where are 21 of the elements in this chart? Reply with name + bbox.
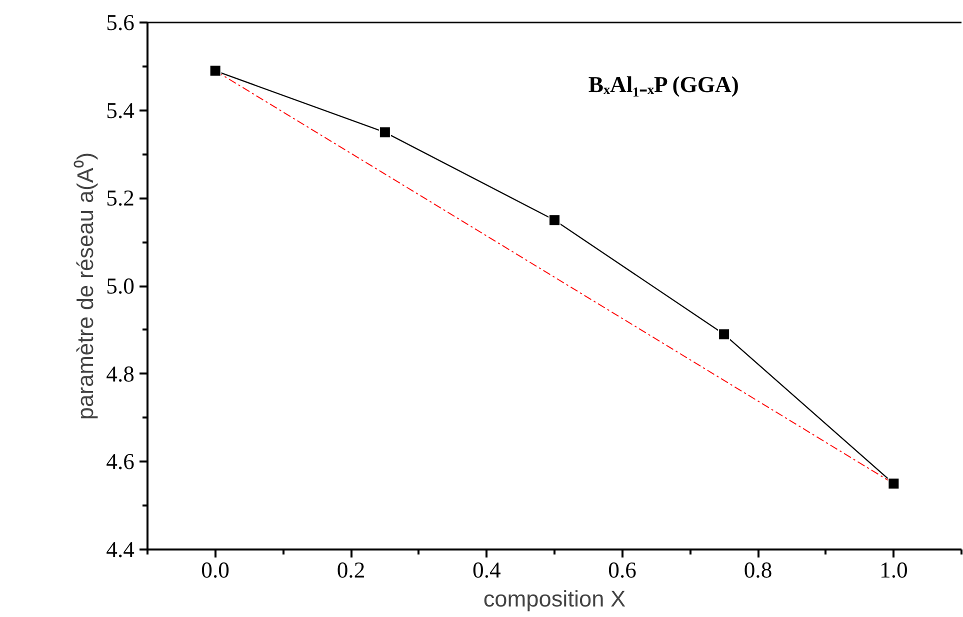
point bbox=[888, 478, 900, 490]
x-tick-label: 0.6 bbox=[608, 558, 636, 582]
x-tick-label: 0.8 bbox=[744, 558, 772, 582]
point bbox=[378, 126, 391, 138]
x-tick-label: 0.2 bbox=[336, 558, 366, 582]
point bbox=[209, 64, 222, 77]
x-tick-label: 1.0 bbox=[880, 558, 908, 582]
y-tick-label: 5.4 bbox=[106, 98, 135, 123]
y-tick-label: 5.6 bbox=[106, 10, 135, 35]
y-tick-label: 4.6 bbox=[106, 449, 135, 474]
y-tick-label: 4.8 bbox=[106, 361, 135, 386]
x-tick-label: 0.0 bbox=[201, 558, 230, 582]
point bbox=[718, 328, 730, 340]
x-axis-title: composition X bbox=[483, 586, 626, 612]
point bbox=[548, 214, 560, 226]
annotation: BₓAl₁₋ₓP (GGA) bbox=[588, 72, 739, 98]
y-tick-label: 5.2 bbox=[106, 186, 135, 211]
x-tick-label: 0.4 bbox=[472, 558, 501, 582]
y-tick-label: 5.0 bbox=[106, 274, 135, 298]
y-tick-label: 4.4 bbox=[106, 537, 135, 562]
y-axis-title: paramètre de réseau a(A⁰) bbox=[72, 152, 98, 420]
